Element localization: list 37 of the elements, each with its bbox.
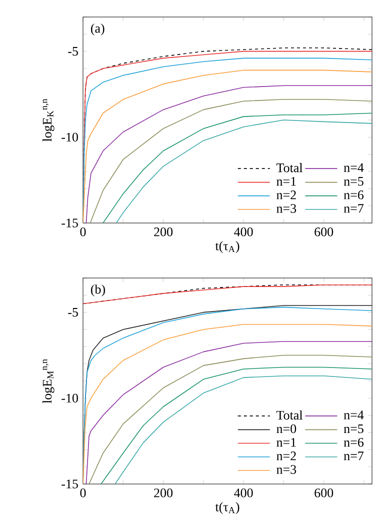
x-axis-title: t(τ$_{A}$) xyxy=(215,241,240,253)
x-tick-label: 0 xyxy=(80,228,86,236)
y-tick-label: -5 xyxy=(68,308,78,317)
legend-label: n=5 xyxy=(344,177,364,186)
legend-label: n=2 xyxy=(276,190,296,200)
legend-label: n=2 xyxy=(276,452,296,460)
x-tick-label: 200 xyxy=(154,228,173,236)
x-tick-label: 200 xyxy=(154,488,173,498)
legend-label: n=1 xyxy=(276,438,296,447)
annotation: (a) xyxy=(90,24,104,36)
y-axis-title: logE$_{M}$n,n xyxy=(42,359,54,404)
x-tick-label: 0 xyxy=(80,488,86,498)
y-tick-label: -15 xyxy=(62,218,78,228)
x-tick-label: 400 xyxy=(234,488,253,498)
x-axis-title: t(τ$_{A}$) xyxy=(215,502,240,514)
legend-label: n=4 xyxy=(344,163,364,172)
legend-label: Total xyxy=(276,410,303,420)
legend-label: Total xyxy=(276,163,303,172)
y-tick-label: -15 xyxy=(62,480,78,488)
annotation: (b) xyxy=(90,284,106,296)
legend-label: n=5 xyxy=(344,424,364,434)
legend-label: n=1 xyxy=(276,177,296,186)
legend-label: n=3 xyxy=(276,465,296,474)
legend-label: n=3 xyxy=(276,204,296,213)
legend-label: n=7 xyxy=(344,204,364,213)
legend-label: n=6 xyxy=(344,190,364,200)
legend-label: n=0 xyxy=(276,424,296,434)
legend-label: n=6 xyxy=(344,438,364,447)
legend-label: n=7 xyxy=(344,452,364,460)
legend-label: n=4 xyxy=(344,410,364,420)
x-tick-label: 600 xyxy=(314,228,334,236)
x-tick-label: 400 xyxy=(234,228,253,236)
y-axis-title: logE$_{K}$n,n xyxy=(42,98,54,142)
y-tick-label: -5 xyxy=(68,47,78,56)
y-tick-label: -10 xyxy=(62,394,78,403)
y-tick-label: -10 xyxy=(62,132,78,142)
x-tick-label: 600 xyxy=(314,488,334,498)
